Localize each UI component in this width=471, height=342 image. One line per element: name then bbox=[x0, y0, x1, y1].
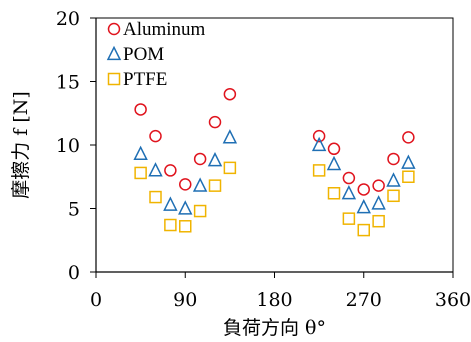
pom-data-point bbox=[371, 195, 386, 210]
ptfe-data-point bbox=[312, 164, 326, 177]
aluminum-data-point bbox=[164, 164, 177, 177]
pom-data-point bbox=[163, 196, 178, 211]
ptfe-data-point bbox=[342, 212, 356, 225]
ptfe-data-point bbox=[372, 214, 385, 228]
pom-data-point bbox=[222, 129, 238, 144]
y-tick-label: 5 bbox=[68, 199, 80, 221]
x-axis-ticks: 0 90 180 270 360 bbox=[90, 272, 471, 311]
legend-marker-pom bbox=[106, 45, 122, 61]
x-tick-label: 270 bbox=[346, 289, 382, 311]
x-tick-label: 360 bbox=[435, 289, 471, 311]
ptfe-data-point bbox=[223, 161, 237, 175]
series-ptfe bbox=[134, 161, 415, 237]
legend-label-ptfe: PTFE bbox=[123, 69, 167, 90]
ptfe-data-point bbox=[179, 220, 192, 233]
aluminum-data-point bbox=[372, 179, 385, 192]
y-tick-label: 10 bbox=[56, 135, 80, 157]
aluminum-data-point bbox=[342, 171, 356, 185]
aluminum-data-point bbox=[327, 142, 341, 156]
ptfe-data-point bbox=[387, 189, 400, 203]
x-tick-label: 0 bbox=[90, 289, 102, 311]
legend-label-aluminum: Aluminum bbox=[123, 19, 206, 40]
ptfe-data-point bbox=[327, 187, 341, 200]
aluminum-data-point bbox=[149, 129, 162, 143]
pom-data-point bbox=[178, 200, 193, 215]
ptfe-data-point bbox=[134, 166, 147, 180]
pom-data-point bbox=[326, 155, 342, 171]
aluminum-data-point bbox=[179, 178, 192, 191]
pom-data-point bbox=[207, 151, 223, 167]
legend-marker-ptfe bbox=[107, 72, 121, 86]
y-axis-title: 摩擦力 f [N] bbox=[10, 91, 32, 199]
series-pom bbox=[133, 129, 416, 215]
ptfe-data-point bbox=[402, 170, 415, 183]
x-tick-label: 90 bbox=[173, 289, 197, 311]
aluminum-data-point bbox=[134, 103, 147, 116]
pom-data-point bbox=[341, 184, 357, 200]
pom-data-point bbox=[133, 145, 148, 161]
pom-data-point bbox=[386, 172, 401, 187]
pom-data-point bbox=[311, 136, 327, 152]
y-tick-label: 20 bbox=[56, 8, 80, 30]
aluminum-data-point bbox=[312, 129, 326, 143]
y-axis-ticks: 0 5 10 15 20 bbox=[56, 8, 96, 284]
legend-label-pom: POM bbox=[123, 44, 164, 65]
x-tick-label: 180 bbox=[256, 289, 292, 311]
y-tick-label: 0 bbox=[68, 262, 80, 284]
aluminum-data-point bbox=[208, 115, 222, 129]
aluminum-data-point bbox=[402, 131, 415, 144]
ptfe-data-point bbox=[149, 190, 162, 204]
pom-data-point bbox=[148, 162, 163, 177]
ptfe-data-point bbox=[357, 223, 370, 237]
aluminum-data-point bbox=[357, 183, 370, 196]
aluminum-data-point bbox=[387, 152, 400, 166]
ptfe-data-point bbox=[193, 204, 207, 218]
pom-data-point bbox=[401, 154, 416, 169]
series-layer bbox=[133, 87, 416, 237]
x-axis-title: 負荷方向 θ° bbox=[223, 317, 326, 339]
aluminum-data-point bbox=[193, 152, 207, 166]
series-aluminum bbox=[134, 87, 415, 196]
aluminum-data-point bbox=[223, 87, 237, 101]
legend-marker-aluminum bbox=[107, 22, 121, 36]
legend: Aluminum POM PTFE bbox=[106, 19, 206, 90]
pom-data-point bbox=[356, 198, 371, 214]
ptfe-data-point bbox=[208, 179, 222, 192]
y-tick-label: 15 bbox=[56, 72, 80, 94]
ptfe-data-point bbox=[164, 218, 177, 232]
pom-data-point bbox=[192, 177, 208, 192]
